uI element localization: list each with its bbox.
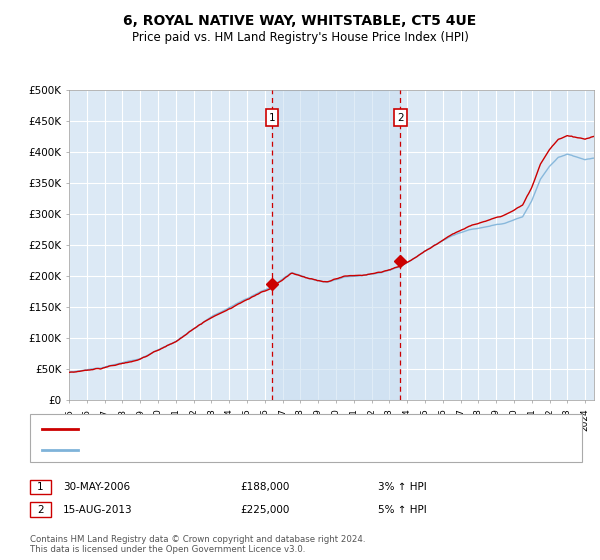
Text: HPI: Average price, semi-detached house, Canterbury: HPI: Average price, semi-detached house,… <box>84 445 347 455</box>
Text: £188,000: £188,000 <box>240 482 289 492</box>
Text: 6, ROYAL NATIVE WAY, WHITSTABLE, CT5 4UE (semi-detached house): 6, ROYAL NATIVE WAY, WHITSTABLE, CT5 4UE… <box>84 424 421 433</box>
Text: 5% ↑ HPI: 5% ↑ HPI <box>378 505 427 515</box>
Text: 3% ↑ HPI: 3% ↑ HPI <box>378 482 427 492</box>
Bar <box>272 90 400 400</box>
Text: 15-AUG-2013: 15-AUG-2013 <box>63 505 133 515</box>
Text: 2: 2 <box>37 505 44 515</box>
Text: 2: 2 <box>397 113 404 123</box>
Text: Contains HM Land Registry data © Crown copyright and database right 2024.
This d: Contains HM Land Registry data © Crown c… <box>30 535 365 554</box>
Text: 1: 1 <box>269 113 275 123</box>
Text: 30-MAY-2006: 30-MAY-2006 <box>63 482 130 492</box>
Text: Price paid vs. HM Land Registry's House Price Index (HPI): Price paid vs. HM Land Registry's House … <box>131 31 469 44</box>
Text: £225,000: £225,000 <box>240 505 289 515</box>
Text: 1: 1 <box>37 482 44 492</box>
Text: 6, ROYAL NATIVE WAY, WHITSTABLE, CT5 4UE: 6, ROYAL NATIVE WAY, WHITSTABLE, CT5 4UE <box>124 14 476 28</box>
